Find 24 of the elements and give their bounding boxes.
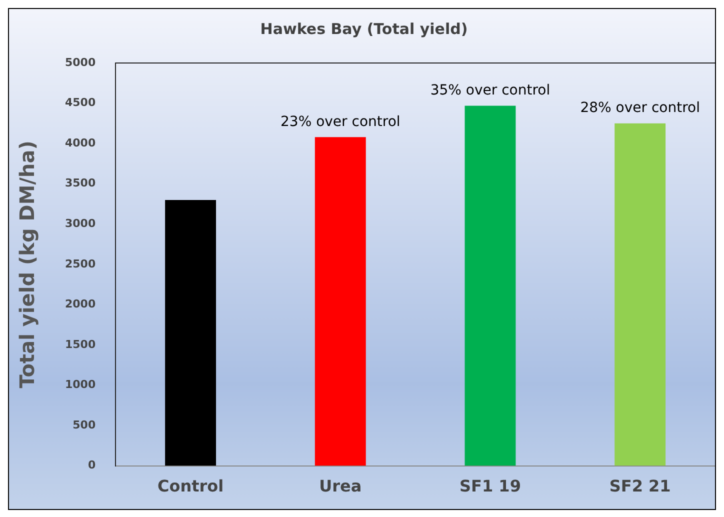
y-tick-label: 4000: [64, 136, 96, 150]
y-tick-label: 3500: [64, 176, 96, 190]
y-tick-label: 4500: [64, 96, 96, 110]
y-tick-label: 1500: [64, 338, 96, 351]
annotation: 23% over control: [280, 114, 400, 130]
bar: [464, 106, 516, 466]
y-tick-label: 2500: [64, 257, 96, 270]
x-tick-label: Control: [157, 476, 224, 496]
y-tick-label: 0: [88, 458, 96, 472]
y-tick-label: 2000: [64, 298, 96, 311]
y-tick-label: 5000: [64, 56, 96, 69]
chart-title: Hawkes Bay (Total yield): [260, 20, 468, 38]
bar: [614, 123, 666, 466]
annotation: 28% over control: [580, 100, 700, 116]
x-tick-label: SF2 21: [609, 476, 671, 496]
y-axis-title: Total yield (kg DM/ha): [15, 140, 40, 388]
annotation: 35% over control: [430, 82, 550, 98]
y-tick-label: 500: [72, 418, 96, 432]
bar: [314, 137, 366, 466]
x-tick-label: Urea: [319, 476, 362, 496]
bar: [165, 200, 216, 466]
y-tick-label: 1000: [64, 378, 96, 392]
x-tick-label: SF1 19: [460, 476, 521, 496]
y-tick-label: 3000: [64, 216, 96, 230]
